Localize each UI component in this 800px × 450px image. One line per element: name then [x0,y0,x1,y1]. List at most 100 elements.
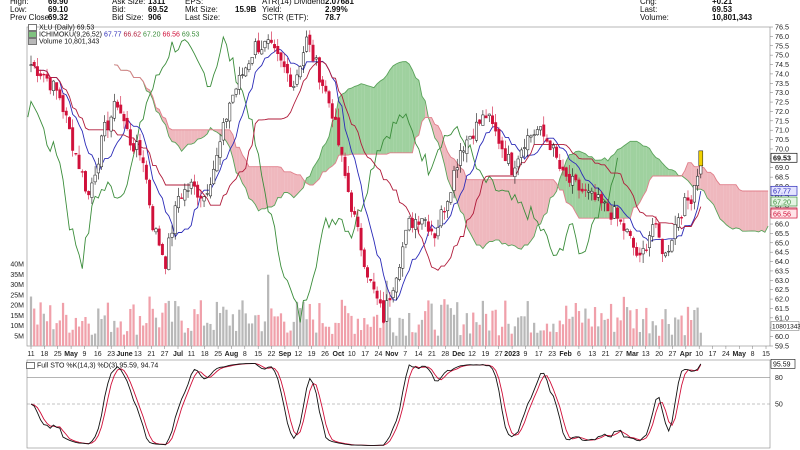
cloud-segment-bullish [646,146,650,191]
date-tick-label: 25 [214,351,222,358]
candle-down [619,219,623,222]
header-value: 2.07681 [325,0,354,6]
candle-down [567,173,571,183]
candle-down [32,62,36,67]
cloud-segment-bearish [710,172,714,205]
cloud-segment-bearish [498,179,503,245]
cloud-segment-bullish [367,85,371,155]
volume-bar [206,322,209,346]
volume-bar [55,323,58,346]
volume-bar [468,333,472,346]
candle-up [612,206,616,219]
volume-bar [465,313,468,346]
volume-bar [699,332,702,346]
candle-down [366,267,369,278]
volume-bar [526,301,529,346]
header-value: 15.9B [235,5,257,14]
cloud-segment-bearish [200,129,205,139]
candle-down [269,39,273,43]
candle-up [298,66,302,78]
price-label: 67.77 [773,187,791,196]
volume-bar [61,302,65,346]
ichimoku-swatch [28,31,37,38]
cloud-segment-bullish [396,62,400,153]
volume-bar [388,317,392,346]
cloud-segment-bearish [242,154,246,189]
candle-down [84,171,87,192]
cloud-segment-bearish [473,179,477,245]
volume-bar [353,333,356,346]
date-tick-label: 15 [254,351,262,358]
date-tick-label: 14 [415,351,423,358]
candle-down [340,146,344,155]
cloud-segment-bullish [399,61,403,153]
price-label: 69.53 [773,154,791,163]
candle-down [87,191,91,196]
cloud-segment-bearish [466,179,471,233]
candle-up [446,201,450,212]
date-tick-label: 11 [188,351,195,358]
legend-volume-text: Volume 10,801,343 [39,38,100,46]
volume-bar [113,320,116,346]
date-tick-label: 18 [40,351,48,358]
date-tick-label: May [732,351,746,358]
volume-bar [372,316,376,346]
volume-tick-label: 15M [10,313,24,320]
osc-value-box [770,359,796,369]
volume-bar [126,331,129,346]
cloud-segment-bearish [296,174,301,195]
volume-bar [39,302,42,346]
volume-bar [347,313,350,346]
volume-bar [577,311,581,346]
candle-down [35,66,39,76]
volume-bar [311,319,315,346]
candle-up [692,184,696,203]
cloud-segment-bearish [713,174,717,212]
cloud-segment-bearish [764,191,769,233]
date-tick-label: 27 [615,351,623,358]
candle-down [616,207,619,219]
candle-down [599,194,603,204]
cloud-segment-bearish [486,179,490,245]
candle-up [167,237,171,270]
volume-bar [555,332,558,346]
volume-bar [231,314,235,346]
volume-tick-label: 25M [10,292,24,299]
candle-down [375,290,379,299]
candle-up [516,158,520,168]
legend-symbol: XLU (Daily) 69.53 [28,24,94,31]
date-tick-label: 27 [495,351,503,358]
date-tick-label: 18 [201,351,209,358]
candle-down [343,156,347,176]
volume-bar [693,309,696,346]
date-tick-label: 24 [722,351,730,358]
volume-bar [109,331,113,346]
header-label: Volume: [640,13,669,22]
candle-down [317,57,321,83]
volume-bar [363,318,366,346]
cloud-segment-bullish [309,167,314,186]
candle-up [590,190,594,194]
volume-bar [218,312,222,346]
candle-up [519,149,523,158]
candle-down [132,143,136,152]
volume-bar [90,334,94,346]
volume-bar [440,304,443,346]
cloud-segment-bullish [655,157,660,176]
candle-down [128,129,132,146]
cloud-segment-bearish [255,166,259,211]
cloud-segment-bullish [630,141,634,219]
date-tick-label: 25 [54,351,62,358]
date-tick-label: 22 [268,351,276,358]
candle-down [289,74,293,87]
candle-down [276,45,280,55]
volume-tick-label: 10M [10,323,24,330]
legend-chikou-value: 69.53 [181,31,200,39]
volume-bar [93,333,97,346]
candle-up [648,235,651,248]
candle-down [686,197,690,201]
price-tick-label: 59.5 [775,342,789,351]
cloud-segment-bullish [345,88,349,156]
candle-down [116,101,119,108]
candle-up [228,102,232,122]
